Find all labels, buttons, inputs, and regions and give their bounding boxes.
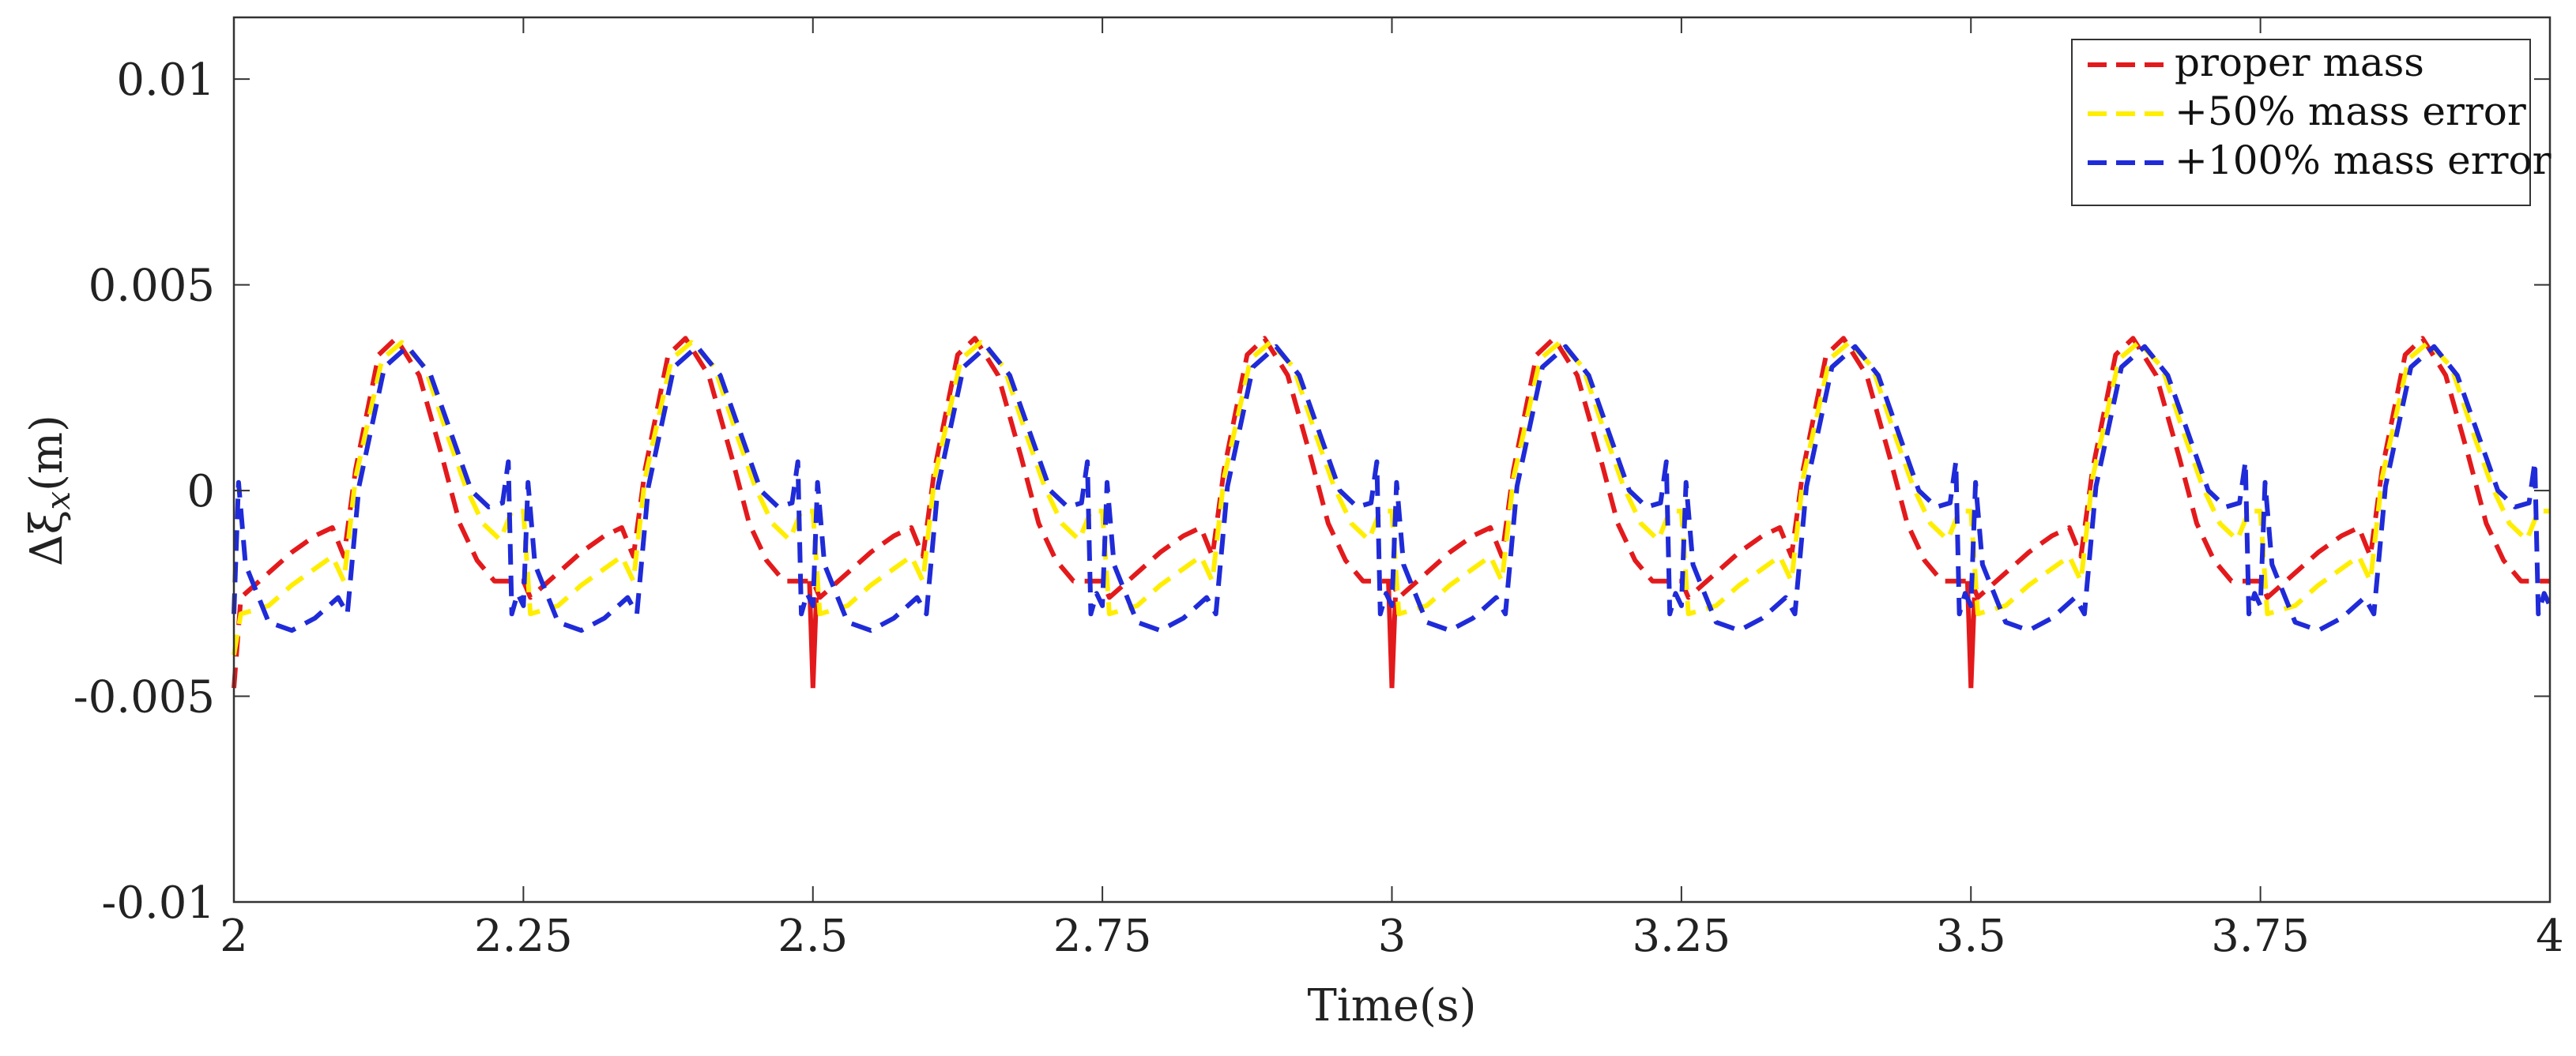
legend-label: +50% mass error xyxy=(2175,88,2526,134)
y-axis: -0.01 -0.005 0 0.005 0.01 xyxy=(73,54,2550,929)
x-tick-label: 4 xyxy=(2536,911,2564,962)
y-axis-title-symbol: Δξ xyxy=(21,510,73,566)
series-line-3 xyxy=(232,344,2552,633)
x-tick-label: 3.25 xyxy=(1633,911,1731,962)
series-spike-1-3 xyxy=(1964,581,1977,689)
legend-label: +100% mass error xyxy=(2175,137,2552,183)
x-axis: 2 2.25 2.5 2.75 3 3.25 3.5 3.75 4 xyxy=(220,17,2564,962)
x-tick-label: 2 xyxy=(220,911,248,962)
series-spike-1-2 xyxy=(1386,581,1398,689)
y-tick-label: 0.005 xyxy=(89,261,215,312)
y-tick-label: 0.01 xyxy=(116,54,215,106)
y-axis-title-unit: (m) xyxy=(21,415,73,491)
legend-box xyxy=(2071,39,2531,206)
plot-lines xyxy=(232,336,2552,689)
y-tick-label: -0.01 xyxy=(101,877,215,929)
x-tick-label: 3 xyxy=(1378,911,1407,962)
legend: proper mass+50% mass error+100% mass err… xyxy=(2071,39,2552,206)
series-spike-1-1 xyxy=(807,581,819,689)
y-axis-title: Δξx(m) xyxy=(21,415,77,566)
x-tick-label: 3.5 xyxy=(1936,911,2006,962)
y-axis-title-subscript: x xyxy=(39,491,77,510)
x-tick-label: 2.5 xyxy=(778,911,848,962)
x-tick-label: 3.75 xyxy=(2211,911,2310,962)
x-tick-label: 2.75 xyxy=(1053,911,1152,962)
series-line-2 xyxy=(232,340,2550,656)
legend-label: proper mass xyxy=(2175,39,2424,85)
x-axis-title: Time(s) xyxy=(1308,980,1477,1032)
y-tick-label: -0.005 xyxy=(73,672,215,723)
y-tick-label: 0 xyxy=(186,466,215,517)
x-tick-label: 2.25 xyxy=(474,911,573,962)
